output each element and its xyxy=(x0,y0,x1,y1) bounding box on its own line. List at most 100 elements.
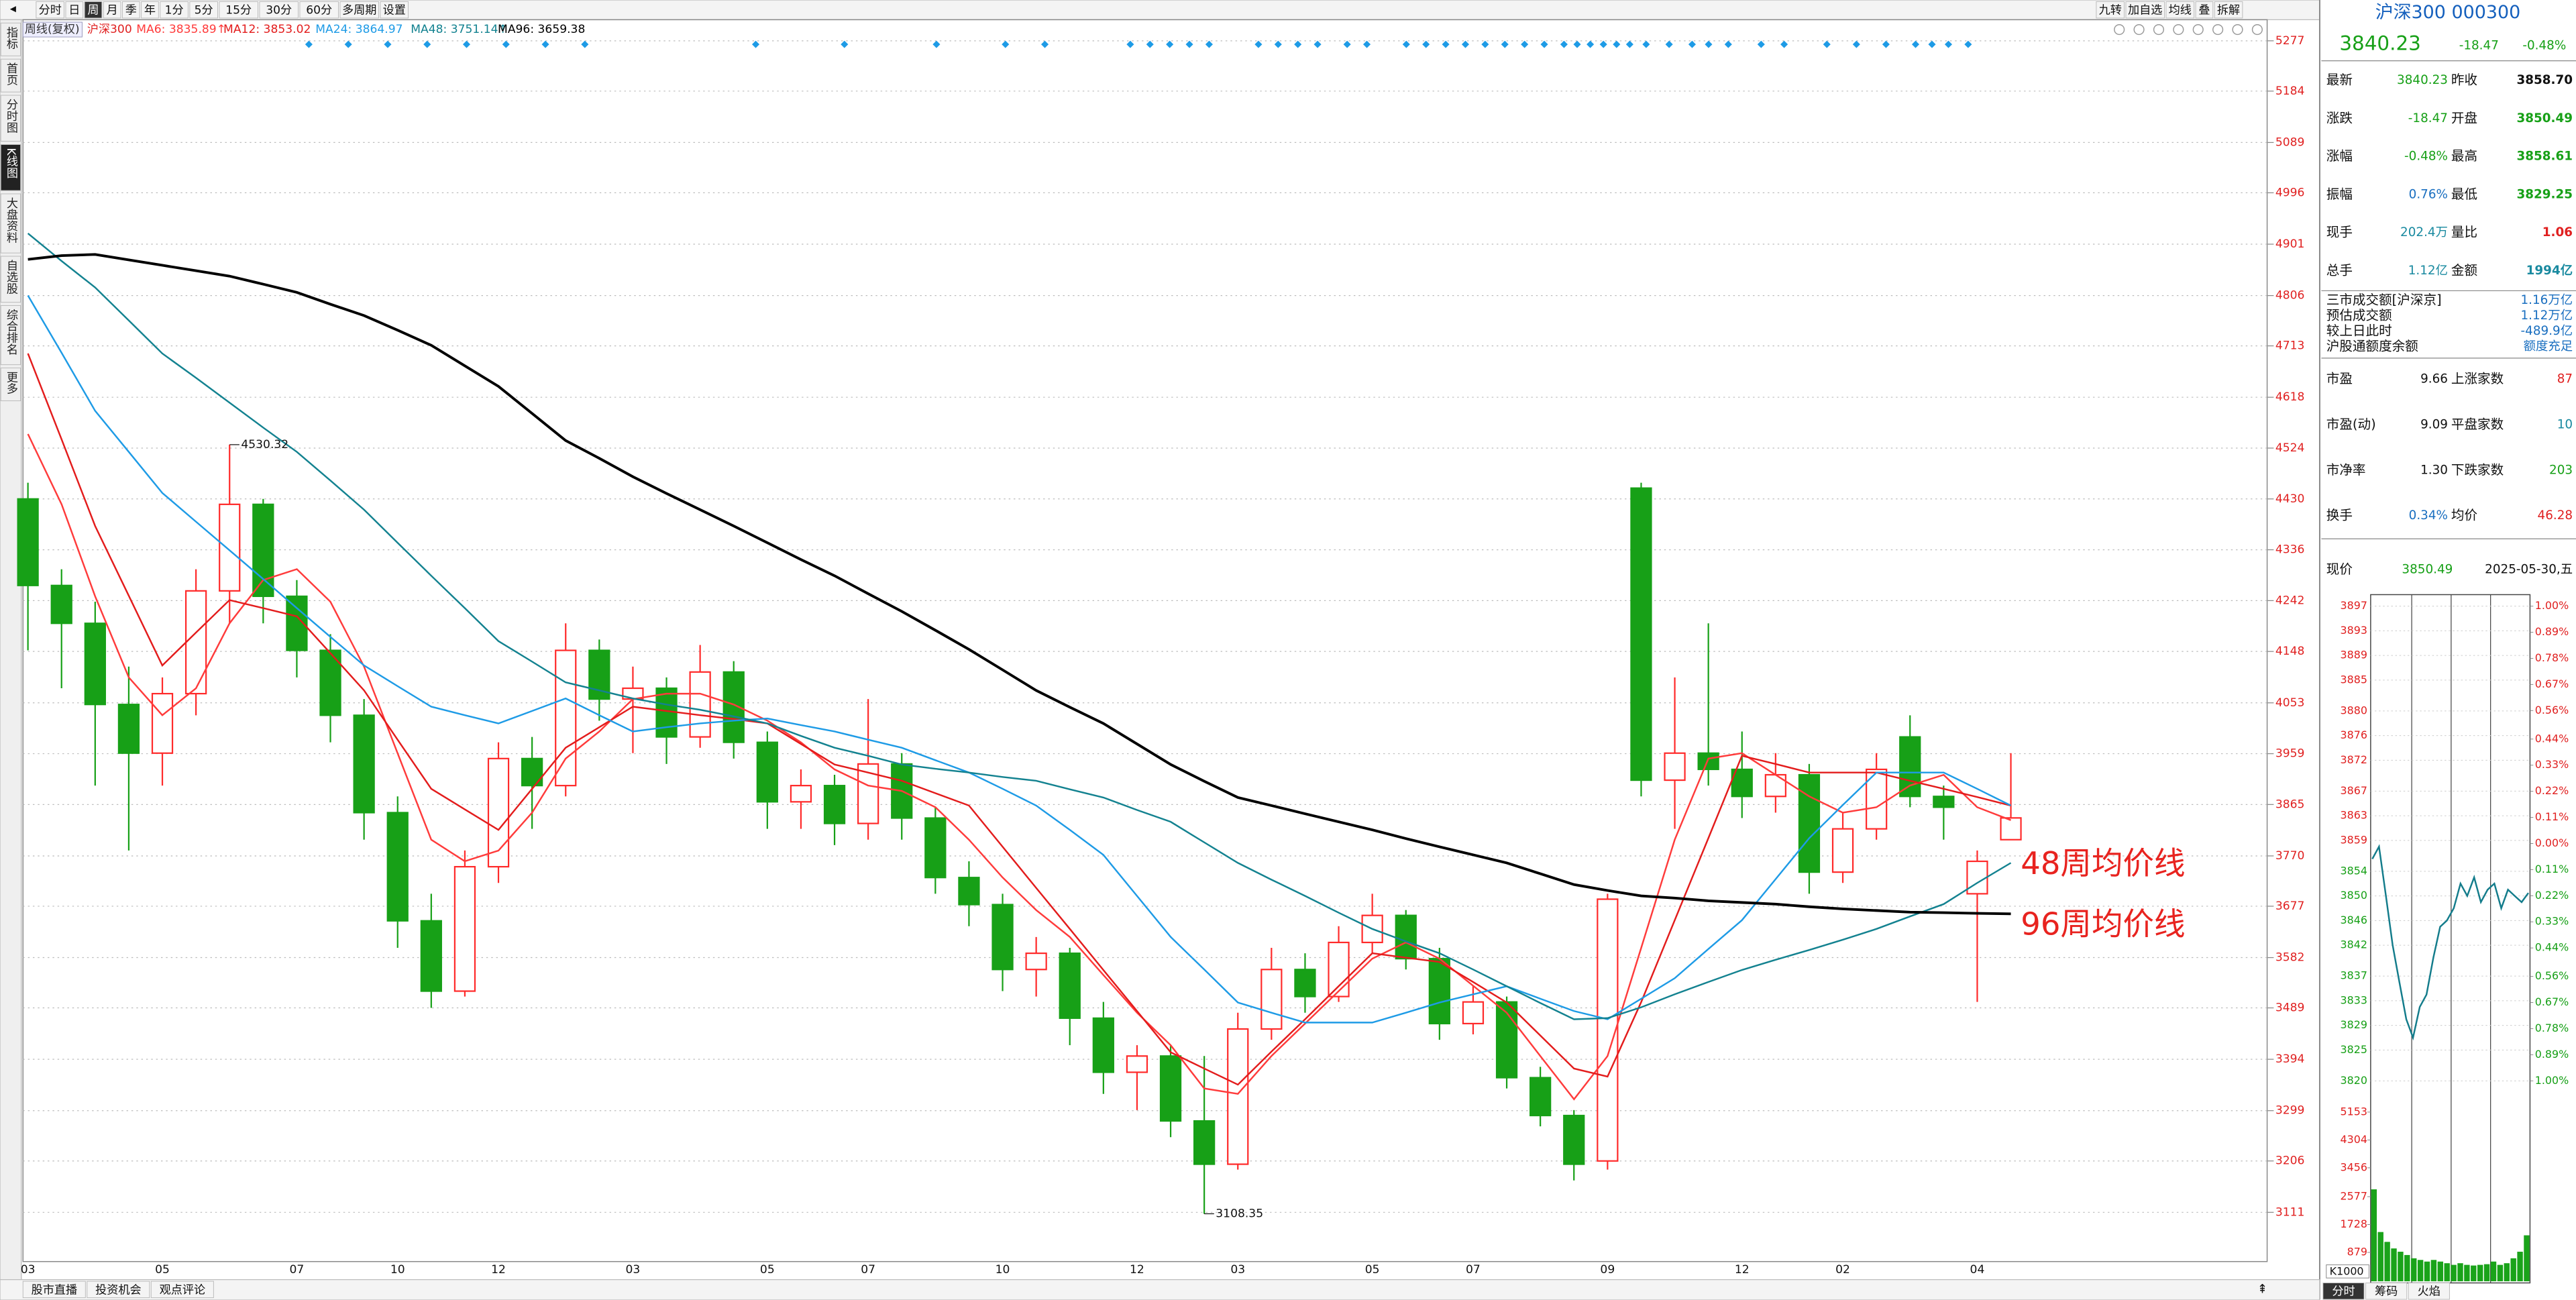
event-marker[interactable] xyxy=(1757,40,1765,48)
event-marker[interactable] xyxy=(1642,40,1650,48)
event-marker[interactable] xyxy=(1540,40,1548,48)
sidebar-tab[interactable] xyxy=(0,95,21,142)
sidebar-label[interactable]: 首页 xyxy=(4,62,18,85)
period-tab-label[interactable]: 多周期 xyxy=(342,3,376,17)
tool-button[interactable] xyxy=(2125,1,2165,19)
event-marker[interactable] xyxy=(1461,40,1470,48)
tool-label[interactable]: 叠 xyxy=(2198,3,2210,17)
sidebar-tab[interactable] xyxy=(0,58,21,93)
event-marker[interactable] xyxy=(1688,40,1696,48)
event-marker[interactable] xyxy=(1625,40,1633,48)
period-tab[interactable] xyxy=(219,1,258,19)
sidebar-label[interactable]: 综合排名 xyxy=(4,309,18,355)
sidebar-label[interactable]: K线图 xyxy=(4,148,18,178)
panel-tab-label[interactable]: 分时 xyxy=(2332,1285,2355,1299)
footer-tab[interactable] xyxy=(87,1281,150,1299)
tool-label[interactable]: 加自选 xyxy=(2128,3,2162,17)
period-tab[interactable] xyxy=(84,1,103,19)
period-tab[interactable] xyxy=(259,1,299,19)
panel-tab-label[interactable]: 筹码 xyxy=(2375,1285,2398,1299)
event-marker[interactable] xyxy=(1705,40,1713,48)
period-tab[interactable] xyxy=(103,1,121,19)
sidebar-label[interactable]: 自选股 xyxy=(4,260,18,294)
period-tab[interactable] xyxy=(380,1,409,19)
period-tab-label[interactable]: 设置 xyxy=(383,3,406,17)
tool-icon[interactable] xyxy=(2114,23,2125,36)
footer-label[interactable]: 股市直播 xyxy=(32,1284,78,1297)
event-marker[interactable] xyxy=(1724,40,1732,48)
event-marker[interactable] xyxy=(1343,40,1351,48)
sidebar-tab[interactable] xyxy=(0,144,21,191)
event-marker[interactable] xyxy=(1294,40,1302,48)
tool-button[interactable] xyxy=(2195,1,2214,19)
panel-tab[interactable] xyxy=(2365,1283,2408,1300)
y-tick-label: 5089 xyxy=(2275,136,2305,149)
quote-label: 最高 xyxy=(2451,148,2477,164)
event-marker[interactable] xyxy=(1402,40,1410,48)
tool-icon[interactable] xyxy=(2232,23,2243,36)
panel-tab-label[interactable]: 火焰 xyxy=(2418,1285,2440,1299)
scroll-arrow[interactable]: ⇞ xyxy=(2257,1282,2267,1296)
event-marker[interactable] xyxy=(1944,40,1953,48)
footer-label[interactable]: 投资机会 xyxy=(95,1284,142,1297)
period-tab[interactable] xyxy=(299,1,339,19)
panel-tab[interactable] xyxy=(2322,1283,2365,1300)
event-marker[interactable] xyxy=(1852,40,1860,48)
event-marker[interactable] xyxy=(1560,40,1568,48)
period-tab-label[interactable]: 1分 xyxy=(165,3,184,17)
event-marker[interactable] xyxy=(1964,40,1972,48)
tool-button[interactable] xyxy=(2214,1,2243,19)
period-tab-label[interactable]: 15分 xyxy=(225,3,252,17)
sidebar-tab[interactable] xyxy=(0,368,21,402)
period-tab[interactable] xyxy=(160,1,189,19)
event-marker[interactable] xyxy=(1882,40,1890,48)
sidebar-tab[interactable] xyxy=(0,193,21,254)
event-marker[interactable] xyxy=(1254,40,1263,48)
tool-icon[interactable] xyxy=(2153,23,2165,36)
sidebar-label[interactable]: 分时图 xyxy=(4,99,18,133)
footer-tab[interactable] xyxy=(22,1281,86,1299)
tool-button[interactable] xyxy=(2096,1,2125,19)
tool-label[interactable]: 九转 xyxy=(2099,3,2122,17)
period-tab[interactable] xyxy=(141,1,159,19)
panel-tab[interactable] xyxy=(2408,1283,2450,1300)
period-tab-label[interactable]: 周 xyxy=(87,3,99,17)
period-tab[interactable] xyxy=(65,1,84,19)
period-tab[interactable] xyxy=(189,1,218,19)
sidebar-tab[interactable] xyxy=(0,305,21,366)
period-tab-label[interactable]: 日 xyxy=(68,3,80,17)
y2-tick-label: 1.00% xyxy=(2535,599,2569,612)
footer-label[interactable]: 观点评论 xyxy=(160,1284,206,1297)
sidebar-tab[interactable] xyxy=(0,256,21,303)
tool-icon[interactable] xyxy=(2212,23,2224,36)
period-tab-label[interactable]: 月 xyxy=(107,3,118,17)
tool-icon[interactable] xyxy=(2133,23,2145,36)
candle-body xyxy=(823,785,846,824)
period-tab-label[interactable]: 30分 xyxy=(266,3,292,17)
period-tab-label[interactable]: 年 xyxy=(144,3,156,17)
period-tab[interactable] xyxy=(36,1,64,19)
period-tab[interactable] xyxy=(339,1,379,19)
event-marker[interactable] xyxy=(1481,40,1489,48)
sidebar-label[interactable]: 指标 xyxy=(4,26,18,50)
period-tab-label[interactable]: 5分 xyxy=(195,3,213,17)
nav-arrow[interactable]: ◂ xyxy=(10,1,17,15)
sidebar-tab[interactable] xyxy=(0,22,21,56)
period-tab-label[interactable]: 季 xyxy=(125,3,137,17)
period-tab-label[interactable]: 60分 xyxy=(306,3,332,17)
sidebar-label[interactable]: 更多 xyxy=(4,371,18,394)
period-tab-label[interactable]: 分时 xyxy=(39,3,62,17)
event-marker[interactable] xyxy=(1780,40,1788,48)
footer-tab[interactable] xyxy=(150,1281,214,1299)
event-marker[interactable] xyxy=(1928,40,1936,48)
sidebar-label[interactable]: 大盘资料 xyxy=(4,197,18,243)
tool-label[interactable]: 均线 xyxy=(2169,3,2192,17)
event-marker[interactable] xyxy=(932,40,941,48)
tool-icon[interactable] xyxy=(2251,23,2263,36)
tool-button[interactable] xyxy=(2165,1,2195,19)
tool-icon[interactable] xyxy=(2173,23,2184,36)
tool-label[interactable]: 拆解 xyxy=(2217,3,2240,17)
tool-icon[interactable] xyxy=(2192,23,2204,36)
stat-label: 市净率 xyxy=(2326,462,2366,478)
period-tab[interactable] xyxy=(121,1,140,19)
